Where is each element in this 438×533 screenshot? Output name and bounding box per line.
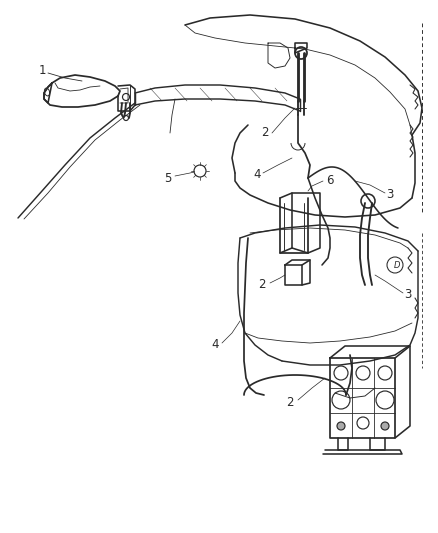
- Circle shape: [194, 165, 206, 177]
- Text: 5: 5: [164, 172, 172, 184]
- Text: 2: 2: [286, 397, 294, 409]
- Text: 3: 3: [386, 189, 394, 201]
- Text: 1: 1: [38, 64, 46, 77]
- Text: 4: 4: [211, 338, 219, 351]
- Text: 6: 6: [326, 174, 334, 188]
- Circle shape: [361, 194, 375, 208]
- Circle shape: [295, 47, 307, 59]
- Circle shape: [337, 422, 345, 430]
- Text: 3: 3: [404, 288, 412, 302]
- Circle shape: [381, 422, 389, 430]
- Text: 2: 2: [258, 279, 266, 292]
- Circle shape: [123, 93, 130, 101]
- Circle shape: [124, 116, 128, 120]
- Text: D: D: [394, 261, 400, 270]
- Text: 4: 4: [253, 168, 261, 182]
- Text: 2: 2: [261, 126, 269, 140]
